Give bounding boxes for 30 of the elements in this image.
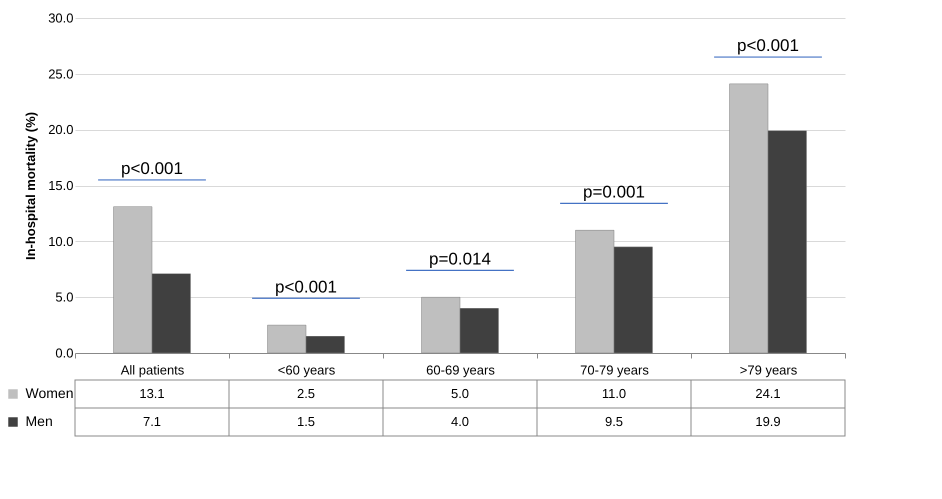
data-label: 2.5 xyxy=(296,386,316,401)
data-label: 11.0 xyxy=(602,386,626,401)
data-label: 9.5 xyxy=(604,414,624,429)
annotation: p<0.001 xyxy=(275,277,337,296)
annotation: p<0.001 xyxy=(121,158,183,178)
x-tick-label: All patients xyxy=(120,362,185,378)
data-label: 13.1 xyxy=(139,386,165,401)
y-tick-label: 15.0 xyxy=(48,178,74,193)
y-tick-label: 5.0 xyxy=(55,290,74,305)
annotation: p=0.014 xyxy=(429,249,491,268)
y-axis-title: In-hospital mortality (%) xyxy=(23,112,38,260)
data-label: 1.5 xyxy=(296,414,316,429)
x-tick-label: 60-69 years xyxy=(426,362,496,378)
x-tick-label: >79 years xyxy=(740,362,798,378)
legend-label: Men xyxy=(26,413,53,429)
x-tick-label: <60 years xyxy=(278,362,336,378)
annotation: p<0.001 xyxy=(737,36,799,56)
legend-label: Women xyxy=(26,385,74,401)
y-tick-label: 30.0 xyxy=(48,10,74,26)
y-tick-label: 10.0 xyxy=(48,234,74,249)
data-label: 7.1 xyxy=(142,414,162,429)
x-tick-label: 70-79 years xyxy=(580,362,650,378)
data-label: 24.1 xyxy=(755,386,781,401)
annotation: p=0.001 xyxy=(583,182,645,202)
y-tick-label: 20.0 xyxy=(48,122,74,138)
y-tick-label: 0.0 xyxy=(55,346,74,360)
data-label: 5.0 xyxy=(450,386,470,401)
data-label: 4.0 xyxy=(450,414,470,429)
y-tick-label: 25.0 xyxy=(48,66,74,82)
data-label: 19.9 xyxy=(755,414,781,429)
